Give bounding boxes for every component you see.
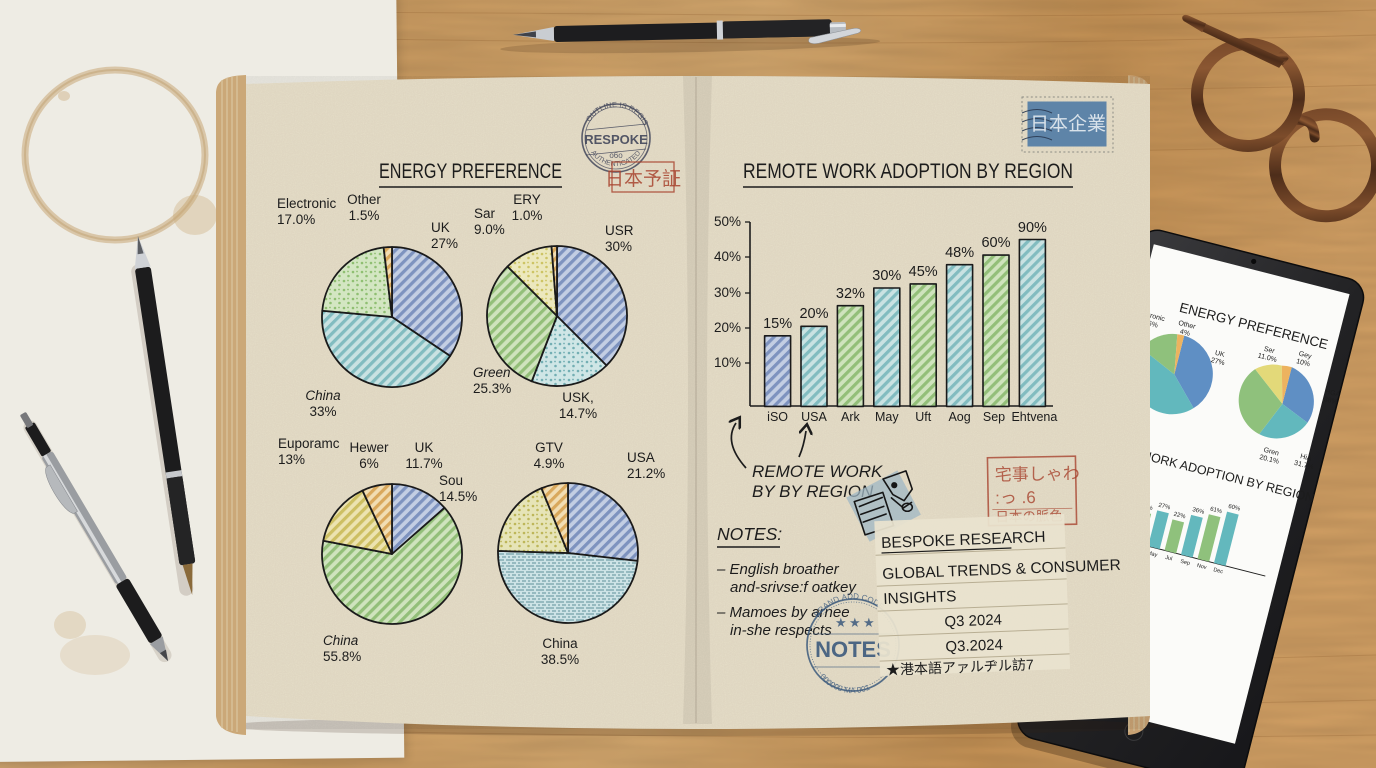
svg-text:Ehtvena: Ehtvena [1011, 410, 1057, 424]
svg-text:15%: 15% [763, 316, 792, 332]
svg-text:o6o: o6o [609, 151, 623, 160]
svg-text:Uft: Uft [915, 410, 932, 424]
svg-text:and-srivse:f oatkey: and-srivse:f oatkey [730, 579, 857, 596]
svg-text:Aog: Aog [948, 410, 970, 424]
svg-text:iSO: iSO [767, 410, 788, 424]
svg-text:UK: UK [431, 220, 450, 235]
svg-text:INSIGHTS: INSIGHTS [883, 588, 957, 608]
svg-text:50%: 50% [714, 214, 741, 229]
svg-text:30%: 30% [605, 239, 632, 254]
svg-text:38.5%: 38.5% [541, 652, 579, 667]
svg-text:日本予証: 日本予証 [605, 168, 681, 190]
svg-text:Sar: Sar [474, 206, 496, 221]
svg-text:Q3 2024: Q3 2024 [944, 611, 1002, 630]
svg-text:GTV: GTV [535, 440, 563, 455]
svg-text:★: ★ [835, 615, 847, 630]
svg-text:★: ★ [849, 615, 861, 630]
svg-text:6%: 6% [359, 456, 379, 471]
svg-text:14.7%: 14.7% [559, 406, 597, 421]
svg-text:Q3.2024: Q3.2024 [945, 636, 1003, 655]
svg-text:UK: UK [415, 440, 434, 455]
svg-text:宅事しゃわ: 宅事しゃわ [995, 464, 1080, 484]
svg-text:14.5%: 14.5% [439, 489, 477, 504]
svg-text:RESPOKE: RESPOKE [584, 132, 648, 147]
svg-text:90%: 90% [1018, 220, 1047, 236]
svg-text:27%: 27% [431, 236, 458, 251]
svg-text:55.8%: 55.8% [323, 649, 361, 664]
svg-text:32%: 32% [836, 286, 865, 302]
svg-text:1.0%: 1.0% [512, 208, 543, 223]
svg-text:30%: 30% [872, 268, 901, 284]
svg-text:21.2%: 21.2% [627, 466, 665, 481]
svg-text:USA: USA [801, 410, 827, 424]
svg-text:45%: 45% [909, 264, 938, 280]
svg-text:25.3%: 25.3% [473, 381, 511, 396]
svg-text:REMOTE WORK: REMOTE WORK [752, 462, 883, 481]
svg-text:1.5%: 1.5% [349, 208, 380, 223]
svg-text:Ark: Ark [841, 410, 861, 424]
svg-text:60%: 60% [981, 235, 1010, 251]
svg-text:★: ★ [863, 615, 875, 630]
svg-text:Hewer: Hewer [349, 440, 389, 455]
svg-text:Sep: Sep [983, 410, 1005, 424]
svg-text:20%: 20% [714, 320, 741, 335]
svg-text:– English broather: – English broather [716, 561, 840, 578]
svg-text:USR: USR [605, 223, 634, 238]
svg-text:May: May [875, 410, 899, 424]
svg-text:ENERGY PREFERENCE: ENERGY PREFERENCE [379, 160, 562, 183]
svg-text:Electronic: Electronic [277, 196, 337, 211]
svg-text:13%: 13% [278, 452, 305, 467]
svg-text:USK,: USK, [562, 390, 594, 405]
svg-text:China: China [542, 636, 578, 651]
svg-text:30%: 30% [714, 285, 741, 300]
svg-text:10%: 10% [714, 355, 741, 370]
svg-text:NOTES:: NOTES: [717, 524, 782, 544]
svg-text:11.7%: 11.7% [405, 456, 442, 471]
svg-text:China: China [305, 388, 341, 403]
svg-text:Other: Other [347, 192, 381, 207]
svg-text:4.9%: 4.9% [534, 456, 565, 471]
svg-text:China: China [323, 633, 359, 648]
svg-text:33%: 33% [309, 404, 336, 419]
svg-text:20%: 20% [799, 306, 828, 322]
svg-text:48%: 48% [945, 245, 974, 261]
svg-text:ERY: ERY [513, 192, 541, 207]
svg-text:Green: Green [473, 365, 511, 380]
svg-text:日本企業: 日本企業 [1030, 113, 1106, 135]
svg-text:40%: 40% [714, 249, 741, 264]
svg-text:REMOTE WORK ADOPTION BY REGION: REMOTE WORK ADOPTION BY REGION [743, 160, 1073, 183]
svg-text:Sou: Sou [439, 473, 463, 488]
svg-text:USA: USA [627, 450, 655, 465]
svg-text:9.0%: 9.0% [474, 222, 505, 237]
svg-text:17.0%: 17.0% [277, 212, 315, 227]
svg-text:Euporamc: Euporamc [278, 436, 340, 451]
svg-text::っ .6: :っ .6 [995, 488, 1036, 508]
